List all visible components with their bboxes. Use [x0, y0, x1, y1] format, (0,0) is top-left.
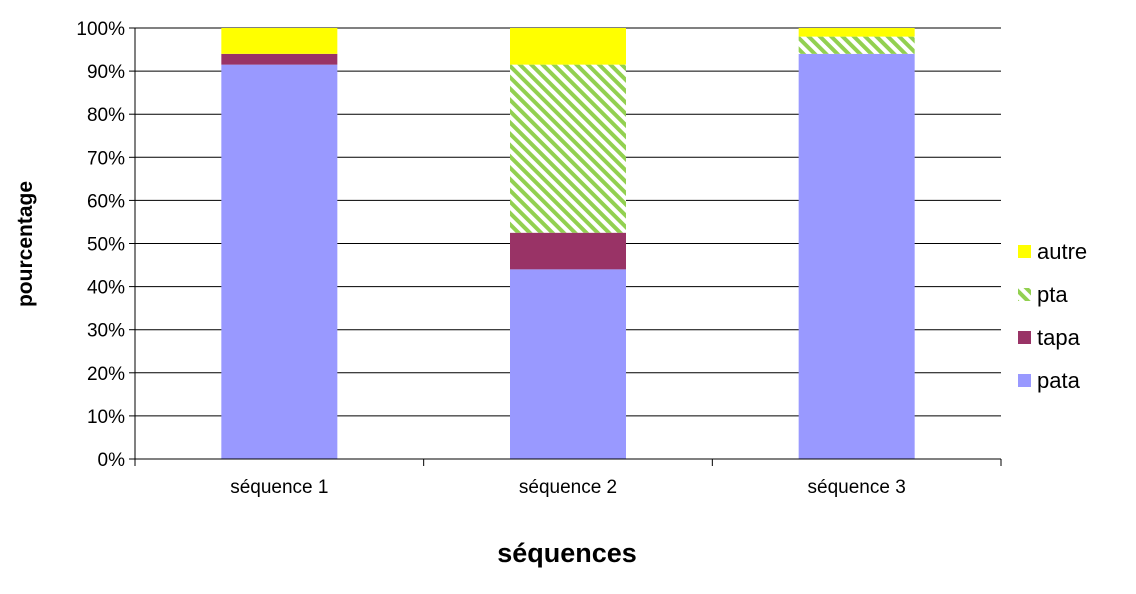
bar-segment-tapa: [510, 232, 626, 270]
x-tick-label: séquence 2: [519, 477, 617, 498]
bar-segment-autre: [510, 28, 626, 65]
y-tick-label: 20%: [87, 364, 125, 385]
bar-segment-pata: [798, 53, 915, 460]
y-tick-label: 50%: [87, 235, 125, 256]
legend-label-pata: pata: [1037, 368, 1081, 393]
legend-swatch-pta: [1018, 288, 1031, 301]
bar-segment-pta: [510, 64, 626, 233]
x-tick-label: séquence 1: [230, 477, 328, 498]
legend-swatch-autre: [1018, 245, 1031, 258]
bar-segment-autre: [798, 28, 915, 37]
y-tick-label: 70%: [87, 148, 125, 169]
y-tick-label: 40%: [87, 278, 125, 299]
y-tick-label: 100%: [76, 19, 125, 40]
bar-segment-pta: [798, 36, 915, 54]
legend-label-autre: autre: [1037, 239, 1087, 264]
legend-swatch-pata: [1018, 374, 1031, 387]
bar-segment-pata: [221, 64, 338, 459]
y-tick-label: 30%: [87, 321, 125, 342]
bar-segment-autre: [221, 28, 338, 54]
y-tick-label: 0%: [98, 450, 126, 471]
y-tick-label: 10%: [87, 407, 125, 428]
legend-swatch-tapa: [1018, 331, 1031, 344]
bar-segment-tapa: [221, 53, 338, 65]
legend: autre pta tapa pata: [1018, 239, 1087, 393]
y-axis-title: pourcentage: [14, 181, 37, 307]
y-tick-label: 60%: [87, 191, 125, 212]
bar-segment-pata: [510, 269, 626, 459]
legend-label-pta: pta: [1037, 282, 1068, 307]
y-tick-label: 90%: [87, 62, 125, 83]
axes: 0% 10% 20% 30% 40% 50% 60% 70% 80% 90% 100% séquenc…: [76, 19, 1002, 498]
legend-label-tapa: tapa: [1037, 325, 1081, 350]
x-tick-label: séquence 3: [808, 477, 906, 498]
y-tick-label: 80%: [87, 105, 125, 126]
x-axis-title: séquences: [497, 538, 637, 568]
bars: [221, 28, 915, 460]
